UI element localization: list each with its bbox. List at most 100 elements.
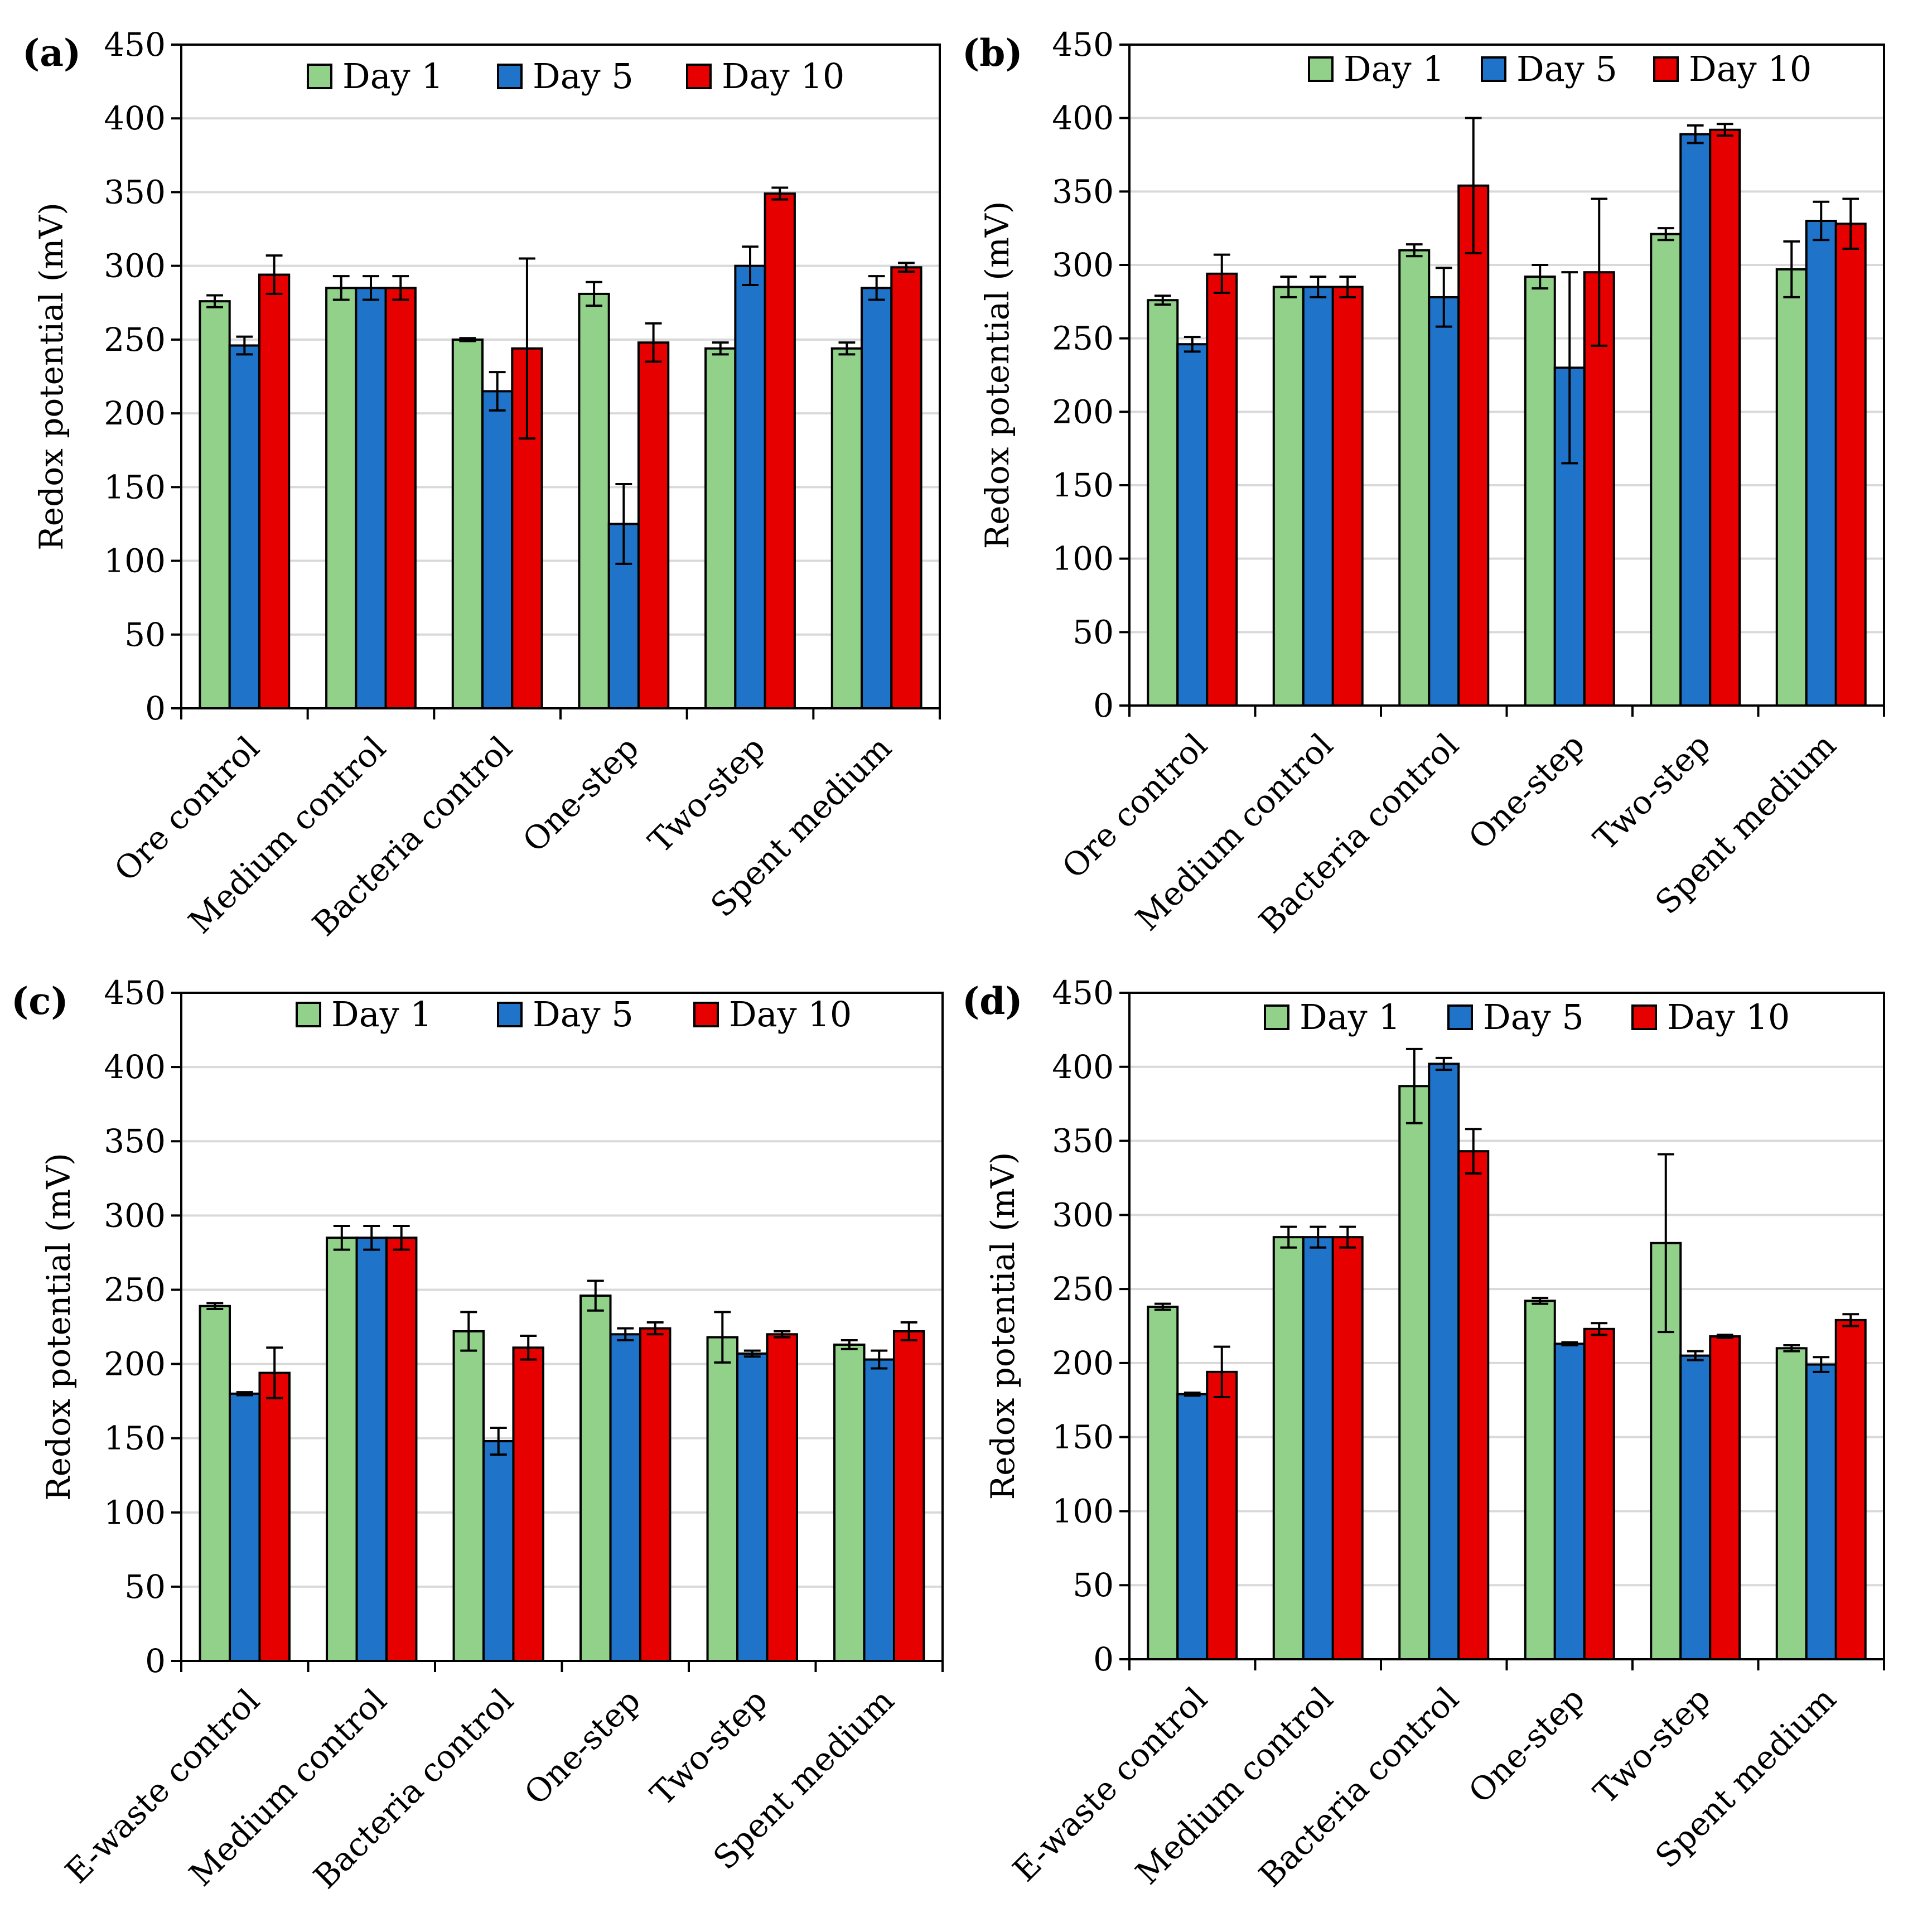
error-bar [489, 371, 506, 412]
x-category-label: One-step [1461, 1680, 1592, 1810]
bar-day-10-1 [258, 273, 291, 709]
error-bar [1154, 294, 1171, 306]
error-bar [266, 1346, 283, 1399]
legend-swatch [307, 64, 332, 89]
error-bar [460, 1311, 477, 1352]
error-bar [1842, 197, 1859, 250]
bar-day-10-4 [637, 341, 670, 709]
bar-day-5-3 [482, 1440, 515, 1663]
legend-label: Day 10 [722, 56, 844, 96]
bar-day-10-6 [892, 1330, 925, 1662]
bar-day-5-5 [1679, 133, 1712, 707]
y-tick-label: 250 [1052, 1270, 1114, 1308]
error-bar [1716, 123, 1733, 137]
y-tick-label: 0 [1093, 687, 1114, 724]
error-bar [646, 1321, 664, 1336]
bar-day-5-2 [355, 1237, 388, 1662]
legend-label: Day 1 [1344, 49, 1445, 89]
error-bar [1561, 1341, 1578, 1347]
error-bar [1842, 1313, 1859, 1327]
error-bar [459, 337, 476, 342]
x-category-label: Two-step [1586, 1680, 1718, 1812]
error-bar [1184, 336, 1201, 353]
error-bar [1280, 1225, 1297, 1249]
bar-day-10-2 [385, 1237, 418, 1662]
bar-day-10-4 [639, 1327, 672, 1662]
bar-day-1-1 [199, 300, 231, 709]
error-bar [333, 1224, 350, 1251]
y-tick-label: 150 [1052, 466, 1114, 504]
y-tick-label: 300 [1052, 1196, 1114, 1234]
legend-swatch [1447, 1004, 1473, 1030]
error-bar [868, 275, 885, 301]
error-bar [1435, 1056, 1452, 1071]
y-tick-label: 400 [1052, 1048, 1114, 1086]
error-bar [1687, 1350, 1704, 1361]
y-tick-label: 150 [1052, 1418, 1114, 1456]
y-tick-label: 300 [104, 1196, 166, 1234]
error-bar [1783, 1344, 1800, 1353]
error-bar [236, 335, 253, 356]
error-bar [1716, 1334, 1733, 1339]
y-tick-label: 100 [1052, 540, 1114, 578]
y-tick-label: 100 [1052, 1492, 1114, 1530]
legend-label: Day 10 [1689, 49, 1812, 89]
bar-day-5-3 [1428, 296, 1460, 707]
error-bar [1591, 197, 1608, 347]
error-bar [1435, 267, 1452, 328]
panel-label: (b) [962, 31, 1023, 75]
error-bar [1783, 240, 1800, 298]
panel-label: (a) [22, 31, 81, 75]
x-category-label: Two-step [641, 729, 772, 861]
y-tick-label: 150 [104, 1419, 166, 1457]
y-tick-label: 50 [124, 616, 166, 654]
bar-day-10-3 [1457, 1150, 1490, 1661]
error-bar [520, 1334, 537, 1361]
bar-day-1-3 [452, 1330, 485, 1662]
error-bar [1813, 200, 1830, 241]
error-bar [1405, 1047, 1423, 1124]
legend-label: Day 10 [729, 994, 852, 1035]
bar-day-5-4 [609, 1333, 641, 1662]
y-tick-label: 50 [1073, 1566, 1114, 1604]
y-tick-label: 350 [104, 173, 166, 211]
error-bar [1532, 1297, 1549, 1305]
bar-day-10-2 [384, 287, 417, 709]
error-bar [206, 1302, 224, 1311]
bar-day-10-5 [1709, 1335, 1741, 1660]
bar-day-1-6 [1775, 1347, 1808, 1660]
error-bar [1339, 276, 1356, 298]
x-category-label: One-step [517, 1682, 648, 1812]
error-bar [1154, 1302, 1171, 1311]
error-bar [519, 257, 535, 440]
legend-label: Day 1 [342, 56, 443, 96]
bar-day-10-2 [1331, 1236, 1364, 1661]
error-bar [1213, 1345, 1230, 1398]
legend-swatch [1653, 56, 1679, 82]
bar-day-1-2 [326, 1237, 358, 1662]
legend-swatch [497, 1002, 523, 1027]
error-bar [645, 322, 662, 363]
error-bar [206, 294, 223, 308]
bar-day-5-1 [1176, 343, 1209, 707]
error-bar [838, 341, 856, 356]
bar-day-1-2 [325, 287, 358, 709]
error-bar [332, 275, 350, 301]
y-tick-label: 0 [145, 1642, 166, 1680]
y-tick-label: 300 [1052, 246, 1114, 284]
legend: Day 1 Day 5 Day 10 [307, 56, 844, 96]
bar-day-1-3 [1398, 1085, 1431, 1660]
bar-day-5-6 [1805, 220, 1837, 707]
bar-day-1-4 [578, 292, 610, 709]
bar-day-5-1 [1176, 1393, 1209, 1660]
error-bar [1213, 253, 1230, 294]
bar-day-5-5 [736, 1352, 769, 1662]
legend-label: Day 1 [331, 994, 432, 1035]
bar-day-5-2 [1302, 286, 1334, 707]
y-tick-label: 450 [104, 974, 166, 1012]
y-tick-label: 400 [1052, 99, 1114, 137]
y-tick-label: 200 [1052, 393, 1114, 431]
